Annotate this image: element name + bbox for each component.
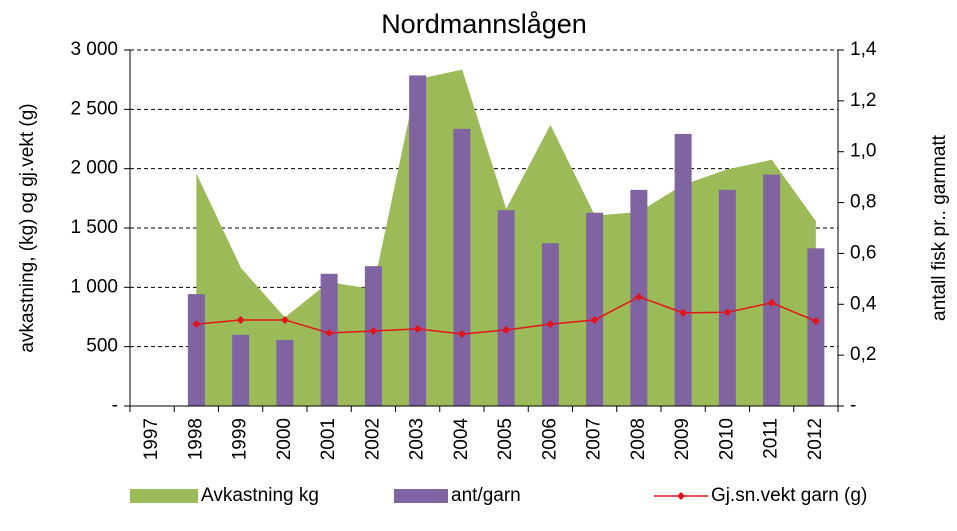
y2-tick-label: 0,2 (850, 344, 876, 365)
legend-swatch (130, 489, 198, 503)
y2-tick-label: 0,6 (850, 242, 876, 263)
x-tick-label: 2005 (495, 418, 516, 460)
x-tick-label: 2000 (274, 418, 295, 460)
y-tick-label: 2 500 (70, 98, 118, 119)
bar (409, 75, 427, 406)
line-marker (723, 308, 732, 317)
x-tick-label: 1999 (230, 418, 251, 460)
x-tick-label: 2006 (539, 418, 560, 460)
line-marker (236, 315, 245, 324)
x-tick-label: 2004 (451, 418, 472, 461)
line-marker (192, 320, 201, 329)
legend-label: ant/garn (451, 485, 521, 506)
bar (586, 212, 604, 406)
x-tick-label: 2002 (362, 418, 383, 460)
line-marker (679, 308, 688, 317)
legend-label: Avkastning kg (201, 485, 319, 506)
x-tick-label: 2009 (672, 418, 693, 460)
chart-title: Nordmannslågen (381, 9, 587, 39)
y-axis-label: avkastning, (kg) og gj.vekt (g) (17, 103, 38, 352)
bar (453, 128, 471, 407)
x-tick-label: 2003 (407, 418, 428, 460)
bar (674, 133, 692, 406)
y2-tick-label: 0,8 (850, 192, 876, 213)
y2-tick-label: 1,2 (850, 90, 876, 111)
bar (232, 334, 250, 406)
line-marker (457, 329, 466, 338)
x-tick-label: 2010 (716, 418, 737, 460)
x-tick-label: 2007 (584, 418, 605, 460)
bar (276, 339, 294, 406)
line-marker (502, 326, 511, 335)
bar (320, 273, 338, 406)
y2-axis-label: antall fisk pr.. garnnatt (929, 134, 950, 321)
y2-tick-label: 1,4 (850, 39, 877, 60)
bar (763, 174, 781, 406)
x-tick-label: 1997 (141, 418, 162, 460)
line-marker (413, 324, 422, 333)
line-marker (546, 320, 555, 329)
x-tick-label: 1998 (185, 418, 206, 460)
x-tick-label: 2012 (805, 418, 826, 460)
bar (364, 266, 382, 406)
bar (187, 294, 205, 406)
line-marker (767, 298, 776, 307)
y-tick-label: 2 000 (70, 158, 118, 179)
y2-tick-label: 0,4 (850, 293, 877, 314)
y2-tick-label: 1,0 (850, 141, 876, 162)
bar (497, 210, 515, 406)
line-marker (325, 329, 334, 338)
legend-marker (677, 492, 685, 500)
legend-swatch (394, 489, 448, 503)
x-tick-label: 2011 (761, 418, 782, 459)
line-marker (280, 315, 289, 324)
bar (718, 189, 736, 406)
y-tick-label: - (112, 395, 118, 416)
y-tick-label: 3 000 (70, 39, 118, 60)
line-marker (811, 317, 820, 326)
y2-tick-label: - (850, 395, 856, 416)
line-marker (634, 292, 643, 301)
bar (807, 248, 825, 406)
y-tick-label: 1 000 (70, 276, 118, 297)
legend-label: Gj.sn.vekt garn (g) (711, 485, 867, 506)
x-tick-label: 2001 (318, 418, 339, 460)
y-tick-label: 1 500 (70, 217, 118, 238)
x-tick-label: 2008 (628, 418, 649, 460)
line-marker (590, 315, 599, 324)
y-tick-label: 500 (86, 336, 118, 357)
line-marker (369, 327, 378, 336)
